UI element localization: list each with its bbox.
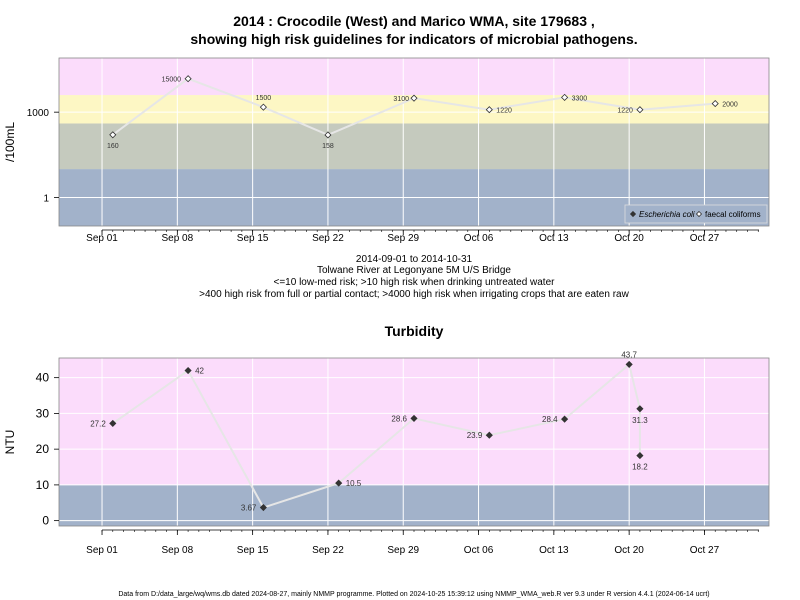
- turbidity-chart: Sep 01 Sep 08 Sep 15 Sep 22 Sep 29 Oct 06 Oct …: [3, 350, 770, 556]
- y-tick-label: 0: [42, 514, 49, 528]
- x-tick-label: Sep 01: [86, 545, 118, 556]
- data-label: 43.7: [621, 350, 637, 359]
- x-tick-label: Sep 15: [237, 233, 269, 244]
- data-point: [561, 93, 569, 101]
- data-label: 28.6: [391, 414, 407, 423]
- y-axis-label: /100mL: [3, 122, 17, 162]
- data-label: 18.2: [632, 463, 648, 472]
- data-label: 15000: [162, 77, 182, 84]
- x-tick-label: Oct 27: [690, 233, 720, 244]
- guideline-band: [59, 484, 769, 526]
- data-label: 42: [195, 367, 204, 376]
- data-point: [636, 106, 644, 114]
- data-point: [485, 431, 493, 439]
- data-point: [109, 131, 117, 139]
- data-point: [561, 415, 569, 423]
- x-tick-label: Oct 20: [614, 233, 644, 244]
- footer-note: Data from D:/data_large/wq/wms.db dated …: [118, 591, 709, 598]
- data-point: [711, 100, 719, 108]
- chart-title-line2: showing high risk guidelines for indicat…: [190, 31, 637, 47]
- x-tick-label: Sep 01: [86, 233, 118, 244]
- data-label: 2000: [722, 102, 738, 109]
- data-point: [184, 75, 192, 83]
- series-line: [112, 362, 641, 509]
- plot-border: [58, 57, 770, 227]
- x-tick-label: Sep 22: [312, 545, 344, 556]
- x-tick-label: Oct 06: [464, 545, 494, 556]
- data-point: [109, 419, 117, 427]
- data-label: 27.2: [90, 419, 106, 428]
- caption-line-4: >400 high risk from full or partial cont…: [199, 289, 629, 300]
- y-axis-label: NTU: [3, 430, 17, 455]
- data-label: 28.4: [542, 415, 558, 424]
- data-point: [410, 414, 418, 422]
- data-point: [410, 94, 418, 102]
- legend-marker: [695, 210, 703, 218]
- pathogen-chart: Sep 01 Sep 08 Sep 15 Sep 22 Sep 29 Oct 06 Oct …: [3, 57, 770, 244]
- data-label: 3300: [572, 95, 588, 102]
- guideline-band: [59, 123, 769, 170]
- x-tick-label: Sep 15: [237, 545, 269, 556]
- data-point: [324, 131, 332, 139]
- data-label: 158: [322, 143, 334, 150]
- data-point: [636, 452, 644, 460]
- data-point: [625, 360, 633, 368]
- x-tick-label: Oct 20: [614, 545, 644, 556]
- data-point: [259, 503, 267, 512]
- data-label: 1220: [496, 108, 512, 115]
- data-label: 160: [107, 143, 119, 150]
- x-tick-label: Sep 29: [387, 233, 419, 244]
- x-tick-label: Oct 27: [690, 545, 720, 556]
- legend-entry: Escherichia coli: [639, 210, 695, 219]
- data-point: [184, 366, 192, 375]
- turbidity-title: Turbidity: [385, 323, 444, 339]
- y-tick-label: 10: [36, 478, 50, 492]
- y-tick-label: 40: [36, 371, 50, 385]
- x-tick-label: Sep 08: [161, 545, 193, 556]
- caption-line-3: <=10 low-med risk; >10 high risk when dr…: [274, 277, 556, 288]
- legend-entry: faecal coliforms: [705, 210, 761, 219]
- x-tick-label: Oct 13: [539, 233, 569, 244]
- data-label: 1220: [617, 108, 633, 115]
- chart-title-line1: 2014 : Crocodile (West) and Marico WMA, …: [233, 13, 595, 29]
- y-tick-label: 30: [36, 406, 50, 420]
- data-label: 3.67: [241, 504, 257, 513]
- data-point: [259, 103, 267, 111]
- x-tick-label: Sep 08: [161, 233, 193, 244]
- caption-line-1: 2014-09-01 to 2014-10-31: [356, 254, 473, 265]
- x-tick-label: Sep 22: [312, 233, 344, 244]
- data-point: [485, 106, 493, 114]
- x-tick-label: Oct 06: [464, 233, 494, 244]
- caption-line-2: Tolwane River at Legonyane 5M U/S Bridge: [317, 265, 511, 276]
- x-tick-label: Oct 13: [539, 545, 569, 556]
- data-label: 31.3: [632, 416, 648, 425]
- plot-border: [58, 357, 770, 527]
- data-label: 23.9: [467, 431, 483, 440]
- data-point: [636, 405, 644, 413]
- y-tick-label: 1000: [27, 108, 50, 119]
- y-tick-label: 20: [36, 442, 50, 456]
- x-tick-label: Sep 29: [387, 545, 419, 556]
- data-label: 1500: [256, 95, 272, 102]
- y-tick-label: 1: [43, 194, 49, 205]
- data-point: [335, 479, 343, 487]
- legend-marker: [629, 210, 637, 218]
- data-label: 10.5: [346, 479, 362, 488]
- data-label: 3100: [393, 96, 409, 103]
